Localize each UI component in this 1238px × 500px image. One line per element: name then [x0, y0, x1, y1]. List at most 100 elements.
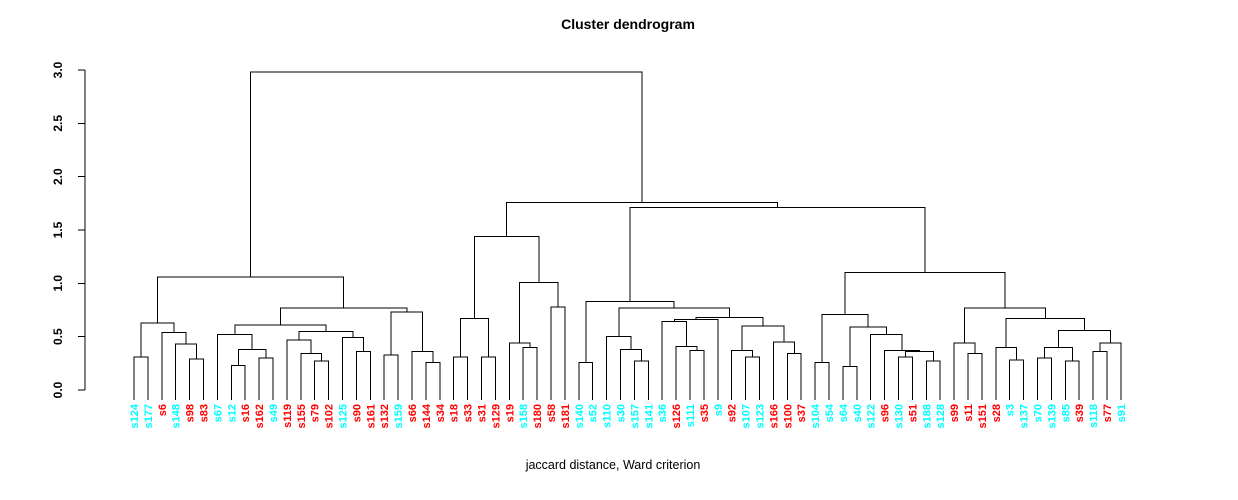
leaf-label: s28	[991, 404, 1003, 422]
dendrogram-merge	[508, 342, 531, 400]
leaf-label: s128	[935, 404, 947, 428]
dendrogram-merge	[355, 351, 371, 400]
leaf-label: s39	[1074, 404, 1086, 422]
leaf-label: s64	[838, 403, 850, 422]
dendrogram-merge	[606, 336, 632, 400]
leaf-label: s158	[518, 404, 530, 428]
leaf-label: s100	[782, 404, 794, 428]
dendrogram-merge	[342, 337, 364, 400]
dendrogram-merge	[522, 346, 538, 400]
dendrogram-merge	[618, 307, 731, 337]
leaf-label: s110	[602, 404, 614, 428]
leaf-label: s90	[351, 404, 363, 422]
dendrogram-merge	[620, 348, 642, 400]
leaf-label: s19	[504, 404, 516, 422]
leaf-label: s132	[379, 404, 391, 428]
leaf-label: s159	[393, 404, 405, 428]
dendrogram-merge	[1064, 360, 1080, 400]
leaf-label: s126	[671, 404, 683, 428]
leaf-label: s98	[185, 404, 197, 422]
dendrogram-merge	[453, 356, 469, 400]
leaf-label: s34	[435, 403, 447, 422]
leaf-label: s6	[157, 404, 169, 416]
leaf-label: s30	[616, 404, 628, 422]
dendrogram-merge	[842, 366, 858, 400]
leaf-label: s40	[852, 404, 864, 422]
dendrogram-merge	[286, 339, 312, 400]
leaf-label: s49	[268, 404, 280, 422]
dendrogram-merge	[673, 319, 719, 400]
leaf-label: s18	[449, 404, 461, 422]
leaf-labels: s124 s177 s6 s148 s98 s83 s67 s12 s16 s162 s49 s119…	[129, 403, 1128, 428]
y-tick-label: 2.5	[51, 115, 65, 132]
leaf-label: s161	[365, 404, 377, 428]
dendrogram-merge	[519, 281, 559, 344]
leaf-label: s12	[226, 404, 238, 422]
leaf-label: s9	[713, 404, 725, 416]
leaf-label: s85	[1060, 404, 1072, 422]
dendrogram-merge	[1057, 329, 1111, 348]
leaf-label: s92	[727, 404, 739, 422]
leaf-label: s122	[866, 404, 878, 428]
y-tick-label: 0.5	[51, 328, 65, 345]
dendrogram-merge	[474, 235, 540, 319]
leaf-label: s107	[741, 404, 753, 428]
leaf-label: s102	[324, 404, 336, 428]
dendrogram-merge	[298, 330, 354, 340]
dendrogram-merge	[550, 306, 566, 400]
dendrogram-merge	[585, 300, 675, 363]
dendrogram-merge	[1009, 359, 1025, 400]
leaf-label: s181	[560, 404, 572, 428]
dendrogram-merge	[411, 351, 434, 400]
dendrogram-merge	[279, 307, 408, 325]
leaf-label: s51	[907, 404, 919, 422]
leaf-label: s91	[1116, 404, 1128, 422]
dendrogram-merge	[967, 353, 983, 400]
leaf-label: s36	[657, 404, 669, 422]
y-tick-label: 3.0	[51, 61, 65, 78]
leaf-label: s77	[1102, 404, 1114, 422]
dendrogram-merge	[383, 354, 399, 400]
dendrogram-merge	[904, 351, 934, 362]
leaf-label: s54	[824, 403, 836, 422]
y-tick-label: 0.0	[51, 381, 65, 398]
dendrogram-merge	[506, 201, 778, 237]
leaf-label: s11	[963, 404, 975, 422]
leaf-label: s141	[643, 404, 655, 428]
dendrogram-merge	[1092, 351, 1108, 400]
leaf-label: s124	[129, 403, 141, 428]
dendrogram-merge	[230, 364, 246, 400]
dendrogram-merge	[814, 361, 830, 400]
dendrogram-merge	[745, 356, 760, 400]
leaf-label: s16	[240, 404, 252, 422]
dendrogram-merge	[772, 341, 795, 400]
dendrogram-merge	[216, 334, 253, 400]
y-tick-label: 2.0	[51, 168, 65, 185]
leaf-label: s157	[629, 404, 641, 428]
dendrogram-merge	[314, 360, 330, 400]
dendrogram-merge	[884, 350, 920, 400]
dendrogram-merge	[578, 361, 594, 400]
leaf-label: s79	[310, 404, 322, 422]
leaf-label: s58	[546, 404, 558, 422]
leaf-label: s52	[588, 404, 600, 422]
dendrogram-merge	[689, 350, 705, 400]
dendrogram-merge	[161, 331, 187, 400]
leaf-label: s144	[421, 403, 433, 428]
leaf-label: s37	[796, 404, 808, 422]
dendrogram-merge	[133, 356, 149, 400]
leaf-label: s35	[699, 404, 711, 422]
y-tick-label: 1.5	[51, 221, 65, 238]
dendrogram-merge	[189, 358, 204, 400]
dendrogram-merge	[258, 357, 274, 400]
dendrogram-merge	[695, 316, 764, 326]
leaf-label: s139	[1046, 404, 1058, 428]
dendrogram-merge	[140, 322, 175, 357]
x-axis-label: jaccard distance, Ward criterion	[525, 458, 701, 472]
dendrogram-merge	[870, 334, 903, 400]
leaf-label: s137	[1019, 404, 1031, 428]
y-axis: 0.0 0.5 1.0 1.5 2.0 2.5 3.0	[51, 61, 86, 398]
dendrogram-merge	[1005, 318, 1085, 348]
leaf-label: s129	[490, 404, 502, 428]
